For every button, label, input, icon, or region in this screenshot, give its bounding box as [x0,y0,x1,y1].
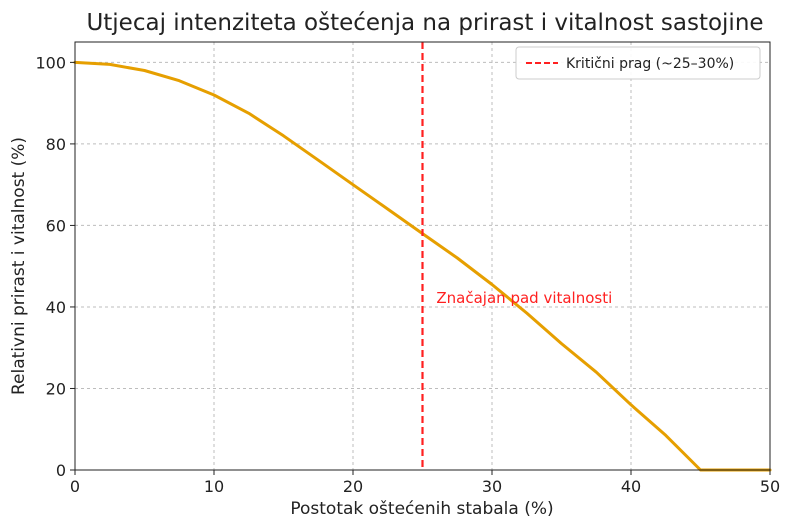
y-tick-label: 100 [35,53,66,72]
legend: Kritični prag (~25–30%) [515,46,761,80]
x-tick-label: 10 [204,477,224,496]
x-tick-label: 20 [343,477,363,496]
y-tick-label: 40 [46,298,66,317]
annotation-text: Značajan pad vitalnosti [436,289,612,307]
y-tick-label: 20 [46,379,66,398]
plot-frame [74,41,771,471]
x-tick-label: 0 [70,477,80,496]
x-tick-label: 50 [760,477,780,496]
chart-title: Utjecaj intenziteta oštećenja na prirast… [86,10,763,36]
legend-box [515,46,761,80]
y-tick-label: 0 [56,461,66,480]
x-axis-label: Postotak oštećenih stabala (%) [290,499,553,519]
y-axis-label: Relativni prirast i vitalnost (%) [9,137,29,395]
x-tick-label: 40 [621,477,641,496]
tick-layer: 0 10 20 30 40 50 0 20 40 60 80 100 [35,53,780,496]
y-tick-label: 80 [46,135,66,154]
legend-label-threshold: Kritični prag (~25–30%) [566,56,734,72]
x-tick-label: 30 [482,477,502,496]
y-tick-label: 60 [46,216,66,235]
